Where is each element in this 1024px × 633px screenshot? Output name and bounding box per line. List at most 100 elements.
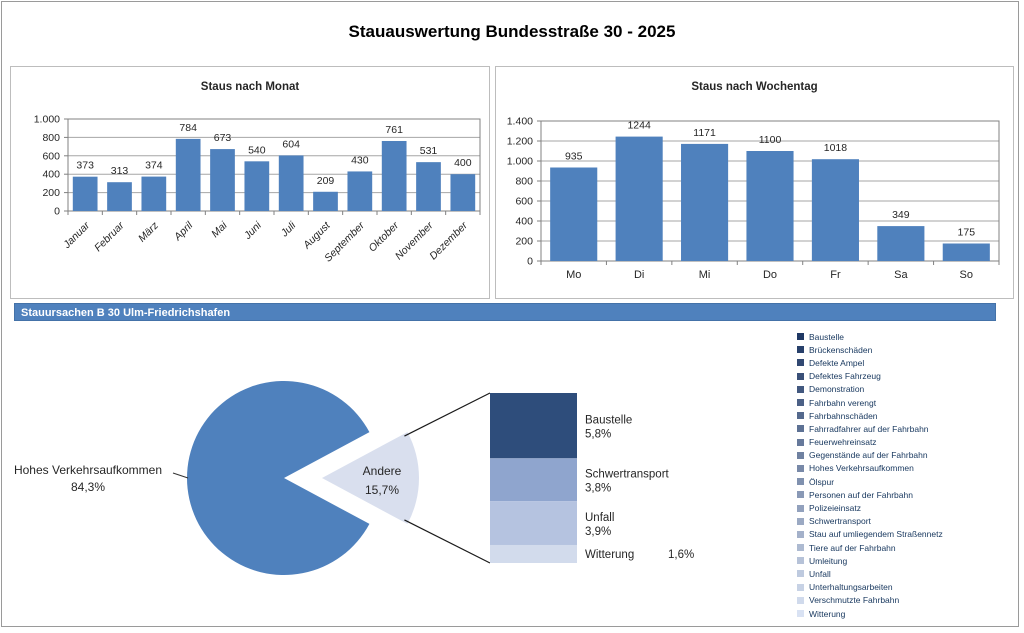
- bar: [942, 243, 990, 261]
- legend-swatch-icon: [797, 359, 804, 367]
- y-tick-label: 1.200: [507, 136, 533, 148]
- y-tick-label: 400: [42, 169, 60, 181]
- category-label: April: [171, 219, 196, 244]
- legend-swatch-icon: [797, 464, 804, 472]
- legend-label: Baustelle: [809, 331, 844, 342]
- breakdown-label: Witterung: [585, 549, 634, 561]
- y-tick-label: 200: [515, 236, 533, 248]
- legend-label: Witterung: [809, 608, 846, 619]
- legend-label: Unterhaltungsarbeiten: [809, 582, 893, 593]
- panel-staus-nach-wochentag: Staus nach Wochentag 0 200 400 600 800 1.000 1…: [495, 66, 1014, 299]
- breakdown-segment: [490, 544, 577, 563]
- pie-slice-main: [186, 381, 370, 575]
- data-label: 374: [145, 160, 163, 172]
- y-tick-label: 200: [42, 187, 60, 199]
- y-tick-label: 1.000: [507, 156, 533, 168]
- y-tick-label: 0: [54, 206, 60, 218]
- legend-item: Defektes Fahrzeug: [797, 370, 1015, 383]
- legend-swatch-icon: [797, 399, 804, 407]
- legend-swatch-icon: [797, 333, 804, 341]
- legend-swatch-icon: [797, 425, 804, 433]
- breakdown-label: Schwertransport: [585, 469, 670, 481]
- category-label: Fr: [830, 269, 841, 281]
- data-label: 400: [454, 157, 472, 169]
- y-tick-label: 600: [42, 150, 60, 162]
- legend-label: Unfall: [809, 568, 831, 579]
- y-tick-label: 1.400: [507, 116, 533, 128]
- pie-slice-label: Hohes Verkehrsaufkommen: [14, 463, 162, 477]
- bar: [210, 149, 235, 211]
- breakdown-pct: 3,8%: [585, 483, 611, 495]
- legend-item: Demonstration: [797, 383, 1015, 396]
- legend-item: Feuerwehreinsatz: [797, 436, 1015, 449]
- pie-slice-pct: 84,3%: [71, 480, 105, 494]
- bar: [278, 155, 304, 211]
- pie-slice-andere: [322, 432, 419, 524]
- data-label: 209: [317, 175, 335, 187]
- legend-swatch-icon: [797, 451, 804, 459]
- legend: Baustelle Brückenschäden Defekte Ampel Defe…: [797, 330, 1015, 620]
- category-label: Dezember: [427, 219, 470, 262]
- legend-swatch-icon: [797, 438, 804, 446]
- legend-item: Polizeieinsatz: [797, 501, 1015, 514]
- data-label: 784: [179, 122, 197, 134]
- legend-label: Verschmutzte Fahrbahn: [809, 595, 900, 606]
- legend-label: Defektes Fahrzeug: [809, 371, 881, 382]
- category-label: März: [136, 219, 162, 245]
- category-label: August: [300, 219, 333, 252]
- legend-swatch-icon: [797, 530, 804, 538]
- breakdown-segment: [490, 393, 577, 459]
- y-tick-label: 0: [527, 256, 533, 268]
- category-label: Juni: [241, 219, 264, 242]
- data-label: 1171: [693, 127, 716, 139]
- connector-line: [404, 519, 491, 564]
- legend-item: Defekte Ampel: [797, 356, 1015, 369]
- legend-label: Tiere auf der Fahrbahn: [809, 542, 896, 553]
- bar: [141, 176, 167, 211]
- legend-item: Umleitung: [797, 554, 1015, 567]
- legend-item: Gegenstände auf der Fahrbahn: [797, 449, 1015, 462]
- bar: [811, 159, 859, 261]
- category-label: Februar: [92, 219, 127, 254]
- y-tick-label: 800: [515, 176, 533, 188]
- category-label: Mai: [209, 219, 230, 240]
- bar: [877, 226, 925, 261]
- legend-label: Fahrbahn verengt: [809, 397, 877, 408]
- y-tick-label: 600: [515, 196, 533, 208]
- legend-label: Fahrbahnschäden: [809, 410, 878, 421]
- breakdown-pct: 5,8%: [585, 429, 611, 441]
- legend-label: Brückenschäden: [809, 344, 873, 355]
- legend-swatch-icon: [797, 610, 804, 618]
- legend-label: Polizeieinsatz: [809, 503, 861, 514]
- bar: [746, 151, 794, 261]
- panel-staus-nach-monat: Staus nach Monat 0 200 400 600 800 1.000 373 Ja…: [10, 66, 490, 299]
- chart-title-wochentag: Staus nach Wochentag: [691, 81, 818, 93]
- legend-swatch-icon: [797, 385, 804, 393]
- legend-item: Schwertransport: [797, 515, 1015, 528]
- bar: [347, 171, 373, 211]
- y-tick-label: 800: [42, 132, 60, 144]
- legend-label: Stau auf umliegendem Straßennetz: [809, 529, 943, 540]
- data-label: 349: [892, 209, 910, 221]
- connector-line: [404, 392, 491, 437]
- legend-label: Hohes Verkehrsaufkommen: [809, 463, 914, 474]
- legend-item: Verschmutzte Fahrbahn: [797, 594, 1015, 607]
- legend-item: Witterung: [797, 607, 1015, 620]
- bar: [244, 161, 270, 211]
- legend-swatch-icon: [797, 583, 804, 591]
- data-label: 531: [420, 145, 438, 157]
- category-label: Do: [763, 269, 777, 281]
- legend-label: Fahrradfahrer auf der Fahrbahn: [809, 423, 929, 434]
- category-label: Sa: [894, 269, 908, 281]
- legend-item: Unterhaltungsarbeiten: [797, 581, 1015, 594]
- legend-swatch-icon: [797, 596, 804, 604]
- breakdown-label: Baustelle: [585, 415, 632, 427]
- legend-item: Unfall: [797, 567, 1015, 580]
- data-label: 540: [248, 144, 266, 156]
- legend-label: Umleitung: [809, 555, 848, 566]
- legend-item: Fahrradfahrer auf der Fahrbahn: [797, 422, 1015, 435]
- data-label: 313: [111, 165, 129, 177]
- data-label: 1100: [759, 134, 782, 146]
- data-label: 935: [565, 151, 583, 163]
